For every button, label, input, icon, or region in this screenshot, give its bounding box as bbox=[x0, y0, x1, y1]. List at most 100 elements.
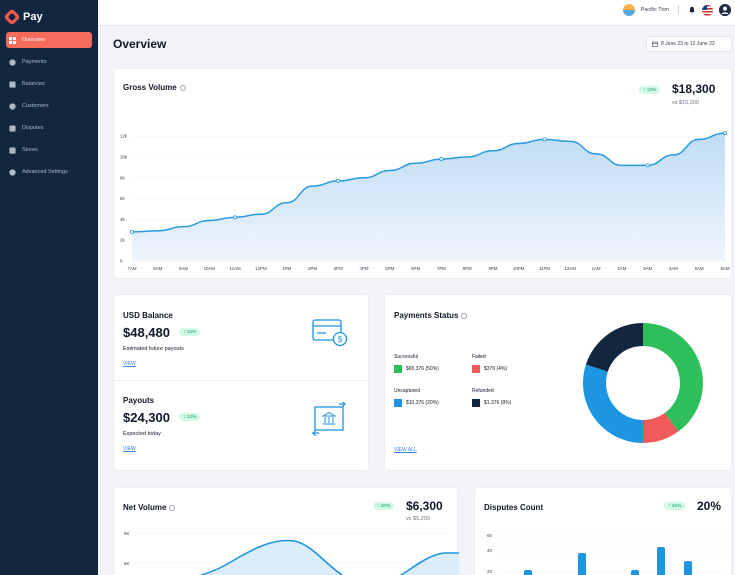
net-y-tick: 8K bbox=[124, 531, 130, 536]
gross-point bbox=[233, 215, 238, 220]
calendar-icon bbox=[652, 41, 658, 47]
disputes-value: 20% bbox=[697, 499, 722, 513]
us-flag-icon[interactable] bbox=[702, 4, 713, 16]
legend-refunded: Refunded $1,376 (8%) bbox=[472, 388, 511, 407]
payments-status-card: Payments Status Successful $65,376 (50%)… bbox=[384, 294, 732, 471]
sidebar-item-customers[interactable]: Customers bbox=[6, 98, 92, 114]
gear-icon bbox=[9, 168, 16, 176]
y-tick-label: 4k bbox=[120, 217, 125, 222]
net-compare: vs $5,200 bbox=[406, 516, 430, 522]
wallet-icon bbox=[9, 80, 16, 88]
x-tick-label: 10AM bbox=[204, 266, 216, 271]
donut-slice-refunded[interactable] bbox=[585, 323, 643, 372]
sidebar: Pay Overview Payments Balances Customers Dis… bbox=[0, 0, 98, 575]
payouts-title: Payouts bbox=[123, 396, 155, 405]
y-tick-label: 10k bbox=[120, 155, 128, 160]
net-y-tick: 5K bbox=[124, 561, 130, 566]
disputes-count-card: Disputes Count ↑ 40% 20% 60 40 20 bbox=[474, 487, 732, 575]
bank-transfer-icon bbox=[312, 402, 347, 436]
sidebar-item-label: Overview bbox=[22, 37, 45, 43]
view-all-link[interactable]: VIEW ALL bbox=[394, 447, 417, 453]
legend-swatch bbox=[394, 365, 402, 373]
divider bbox=[678, 5, 679, 15]
x-tick-label: 3PM bbox=[334, 266, 343, 271]
x-tick-label: 1PM bbox=[282, 266, 291, 271]
disputes-y-tick: 40 bbox=[487, 548, 492, 553]
info-icon[interactable] bbox=[461, 312, 468, 319]
dispute-bar bbox=[684, 561, 692, 575]
x-tick-label: 8PM bbox=[463, 266, 472, 271]
y-tick-label: 6k bbox=[120, 196, 125, 201]
sidebar-nav: Overview Payments Balances Customers Dispute… bbox=[0, 32, 98, 180]
dispute-bar bbox=[657, 547, 665, 575]
sidebar-item-label: Customers bbox=[22, 103, 49, 109]
disputes-title: Disputes Count bbox=[484, 503, 544, 512]
gross-compare: vs $15,200 bbox=[672, 100, 699, 106]
sidebar-item-balances[interactable]: Balances bbox=[6, 76, 92, 92]
svg-text:$: $ bbox=[338, 335, 343, 344]
sidebar-item-advanced-settings[interactable]: Advanced Settings bbox=[6, 164, 92, 180]
usd-view-link[interactable]: VIEW bbox=[123, 361, 136, 367]
y-tick-label: 0 bbox=[120, 259, 123, 264]
disputes-change-badge: ↑ 40% bbox=[664, 502, 686, 510]
sidebar-item-disputes[interactable]: Disputes bbox=[6, 120, 92, 136]
divider bbox=[114, 380, 370, 381]
legend-uncaptured: Uncaptured $10,376 (20%) bbox=[394, 388, 439, 407]
sidebar-item-label: Stores bbox=[22, 147, 38, 153]
x-tick-label: 6PM bbox=[411, 266, 420, 271]
donut-slice-failed[interactable] bbox=[643, 412, 679, 443]
x-tick-label: 3AM bbox=[643, 266, 652, 271]
usd-change-badge: ↑ 12% bbox=[179, 328, 201, 336]
donut-slice-successful[interactable] bbox=[643, 323, 703, 432]
gross-line bbox=[131, 132, 726, 233]
disputes-y-tick: 20 bbox=[487, 569, 492, 574]
app-logo[interactable]: Pay bbox=[0, 0, 98, 26]
dispute-bar bbox=[524, 570, 532, 575]
x-tick-label: 12AM bbox=[565, 266, 577, 271]
dollar-icon bbox=[9, 58, 16, 66]
sidebar-item-payments[interactable]: Payments bbox=[6, 54, 92, 70]
net-value: $6,300 bbox=[406, 499, 443, 513]
sidebar-item-overview[interactable]: Overview bbox=[6, 32, 92, 48]
gross-point bbox=[439, 157, 444, 162]
gross-point bbox=[129, 229, 134, 234]
gross-point bbox=[645, 163, 650, 168]
payouts-view-link[interactable]: VIEW bbox=[123, 446, 136, 452]
x-tick-label: 8AM bbox=[153, 266, 162, 271]
y-tick-label: 8k bbox=[120, 175, 125, 180]
gross-volume-card: Gross Volume ↑ 12% $18,300 vs $15,200 12… bbox=[113, 68, 732, 279]
bell-icon[interactable] bbox=[688, 6, 696, 14]
usd-balance-title: USD Balance bbox=[123, 311, 173, 320]
y-tick-label: 2k bbox=[120, 238, 125, 243]
info-icon[interactable] bbox=[179, 84, 186, 91]
x-tick-label: 4AM bbox=[669, 266, 678, 271]
legend-value: $1,376 (8%) bbox=[484, 400, 512, 406]
grid-icon bbox=[9, 36, 16, 44]
store-icon bbox=[9, 146, 16, 154]
net-volume-chart bbox=[134, 532, 459, 575]
disputes-y-tick: 60 bbox=[487, 533, 492, 538]
user-avatar-icon[interactable] bbox=[719, 4, 731, 16]
user-icon bbox=[9, 102, 16, 110]
gross-area bbox=[132, 133, 725, 261]
x-tick-label: 12PM bbox=[255, 266, 267, 271]
date-range-button[interactable]: 8 June 23 to 12 June 23 bbox=[646, 36, 732, 52]
net-volume-card: Net Volume ↑ 20% $6,300 vs $5,200 8K 5K bbox=[113, 487, 459, 575]
legend-swatch bbox=[394, 399, 402, 407]
info-icon[interactable] bbox=[169, 504, 176, 511]
store-name[interactable]: Pacific Trim bbox=[640, 7, 669, 13]
gross-point bbox=[336, 178, 341, 183]
date-range-label: 8 June 23 to 12 June 23 bbox=[661, 41, 715, 47]
store-logo-icon[interactable] bbox=[622, 4, 635, 16]
legend-successful: Successful $65,376 (50%) bbox=[394, 354, 439, 373]
sidebar-item-label: Balances bbox=[22, 81, 45, 87]
net-volume-title: Net Volume bbox=[123, 503, 167, 512]
legend-label: Failed bbox=[472, 354, 486, 360]
page-title: Overview bbox=[113, 37, 167, 51]
donut-slice-uncaptured[interactable] bbox=[583, 364, 643, 443]
x-tick-label: 2PM bbox=[308, 266, 317, 271]
x-tick-label: 5AM bbox=[695, 266, 704, 271]
sidebar-item-stores[interactable]: Stores bbox=[6, 142, 92, 158]
legend-label: Refunded bbox=[472, 388, 494, 394]
legend-label: Successful bbox=[394, 354, 419, 360]
